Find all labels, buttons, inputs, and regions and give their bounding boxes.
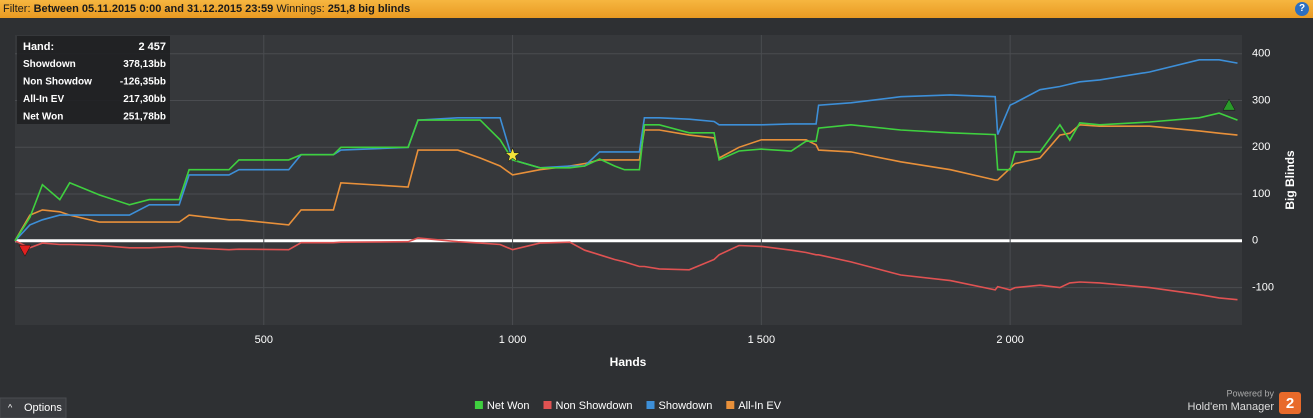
legend: Net Won Non Showdown Showdown All-In EV — [474, 400, 782, 412]
series-line — [14, 237, 1238, 301]
filter-label: Filter: — [3, 3, 31, 15]
legend-swatch — [543, 401, 552, 409]
y-tick-label: 200 — [1252, 141, 1270, 153]
brand-name: Hold'em Manager — [1188, 401, 1275, 413]
info-label: Hand: — [23, 41, 54, 53]
marker — [504, 146, 521, 162]
brand-logo-text: 2 — [1286, 395, 1294, 412]
legend-label: Net Won — [487, 400, 530, 412]
legend-item: Showdown — [646, 400, 713, 412]
marker — [18, 244, 32, 257]
filter-bar: Filter: Between 05.11.2015 0:00 and 31.1… — [0, 0, 1313, 18]
x-tick-label: 2 000 — [996, 334, 1024, 346]
series-line — [14, 59, 1238, 242]
info-value: 378,13bb — [123, 59, 166, 70]
info-value: -126,35bb — [120, 77, 166, 88]
series-line — [14, 123, 1238, 242]
powered-by: Powered by — [1226, 388, 1274, 398]
info-label: Showdown — [23, 59, 76, 70]
info-value: 217,30bb — [123, 94, 166, 105]
grid — [15, 35, 1242, 325]
x-tick-label: 500 — [255, 334, 273, 346]
info-value: 251,78bb — [123, 112, 166, 123]
x-tick-label: 1 000 — [499, 334, 527, 346]
legend-swatch — [646, 401, 655, 409]
info-label: All-In EV — [23, 94, 64, 105]
chart: Hand: 2 457 Showdown 378,13bb Non Showdow -12… — [0, 35, 1301, 418]
options-label: Options — [24, 402, 62, 414]
legend-item: Net Won — [474, 400, 530, 412]
info-box: Hand: 2 457 Showdown 378,13bb Non Showdow -12… — [17, 36, 170, 124]
info-label: Net Won — [23, 112, 63, 123]
help-button[interactable]: ? — [1295, 2, 1309, 16]
legend-item: Non Showdown — [543, 400, 633, 412]
options-icon: ^ — [8, 402, 13, 412]
y-tick-label: 100 — [1252, 188, 1270, 200]
y-tick-label: 400 — [1252, 48, 1270, 60]
x-axis-label: Hands — [610, 355, 647, 369]
info-label: Non Showdow — [23, 77, 92, 88]
brand-logo — [1279, 392, 1301, 414]
marker — [1222, 98, 1236, 111]
winnings-value: 251,8 big blinds — [327, 3, 411, 15]
winnings-label: Winnings: — [276, 3, 325, 15]
lines — [14, 59, 1238, 301]
y-tick-label: 0 — [1252, 235, 1258, 247]
legend-label: Showdown — [659, 400, 713, 412]
info-box-bg — [17, 36, 170, 124]
plot-area — [15, 35, 1242, 325]
series-line — [14, 112, 1238, 242]
options-button[interactable]: ^ Options — [0, 397, 67, 418]
y-tick-label: 300 — [1252, 94, 1270, 106]
filter-range: Between 05.11.2015 0:00 and 31.12.2015 2… — [33, 3, 274, 15]
legend-item: All-In EV — [726, 400, 782, 412]
legend-label: Non Showdown — [556, 400, 633, 412]
y-tick-label: -100 — [1252, 281, 1274, 293]
legend-label: All-In EV — [738, 400, 781, 412]
legend-swatch — [726, 401, 735, 409]
legend-swatch — [474, 401, 483, 409]
x-tick-label: 1 500 — [748, 334, 776, 346]
info-value: 2 457 — [138, 41, 166, 53]
y-axis-label: Big Blinds — [1283, 150, 1297, 210]
